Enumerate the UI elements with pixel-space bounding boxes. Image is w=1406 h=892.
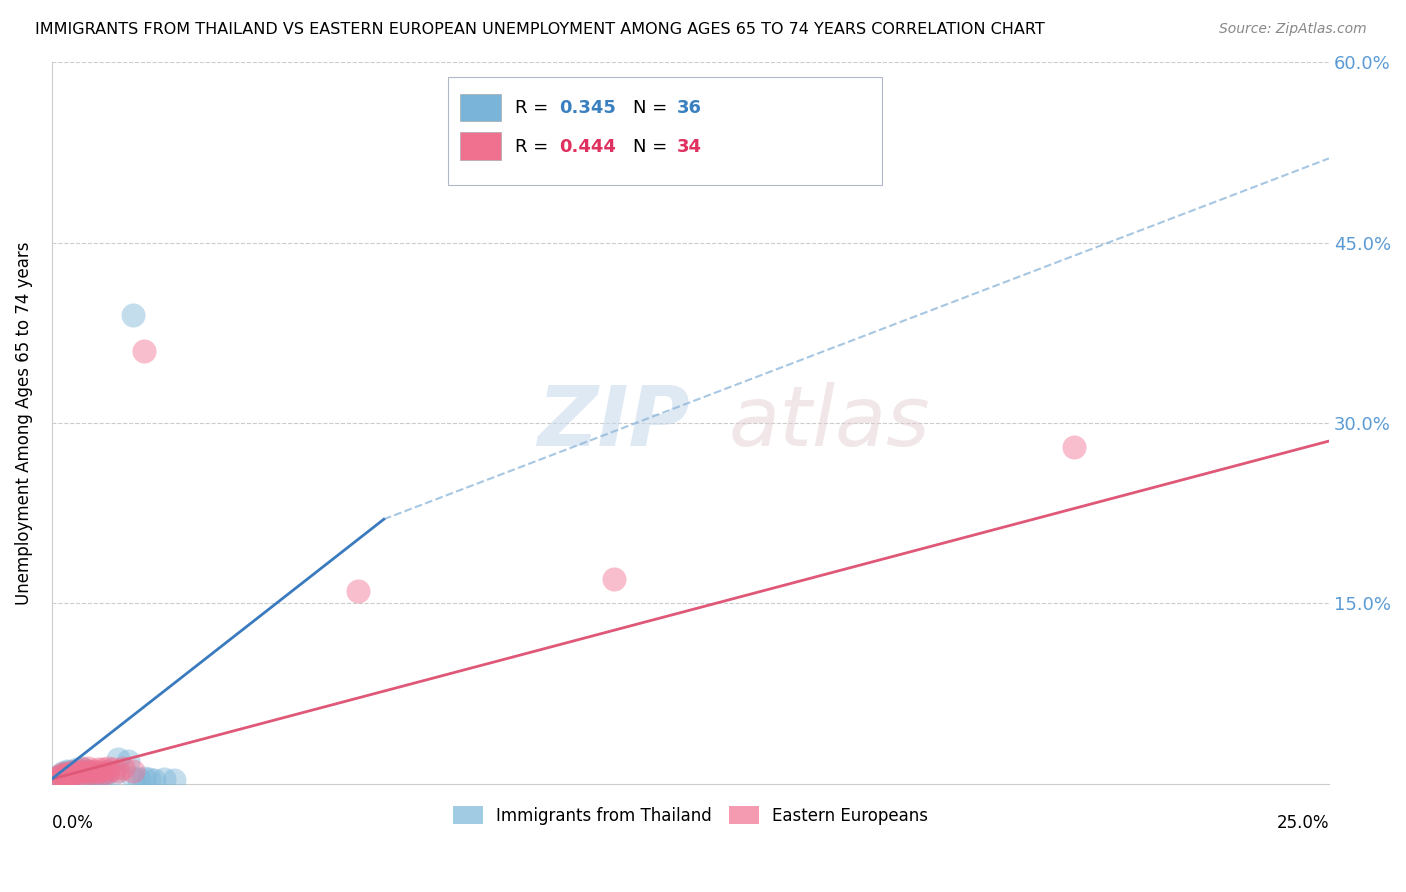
Point [138,772,160,786]
Point [132,771,155,785]
Point [72,761,94,775]
Point [82,764,104,778]
FancyBboxPatch shape [447,77,882,185]
Point [76,766,98,780]
Point [56,768,79,782]
Text: 25.0%: 25.0% [1277,814,1329,832]
Point [117,754,139,768]
Point [56,767,79,781]
Text: atlas: atlas [728,383,931,464]
Point [76,766,98,780]
Point [56,766,79,780]
Point [51,767,73,781]
Point [51,768,73,782]
Point [107,764,129,778]
Text: ZIP: ZIP [537,383,690,464]
Point [97,761,120,775]
Point [60,764,83,778]
Point [122,771,145,785]
Point [56,770,79,784]
Point [76,764,98,778]
Point [45,772,67,786]
Point [91,770,114,784]
Point [87,764,110,779]
Point [66,764,89,778]
Point [66,764,89,779]
Point [163,773,186,788]
Text: 0.444: 0.444 [558,137,616,155]
Point [66,768,89,782]
Point [56,770,79,784]
Point [60,766,83,780]
Point [87,768,110,782]
Point [60,768,83,782]
Point [112,761,135,775]
Point [91,763,114,777]
Legend: Immigrants from Thailand, Eastern Europeans: Immigrants from Thailand, Eastern Europe… [449,802,934,830]
Point [82,766,104,780]
Text: Source: ZipAtlas.com: Source: ZipAtlas.com [1219,22,1367,37]
Point [51,771,73,785]
Point [51,771,73,785]
Point [1063,440,1085,454]
Point [87,763,110,777]
Point [66,767,89,781]
Text: 0.0%: 0.0% [52,814,94,832]
Point [97,764,120,779]
Point [72,764,94,779]
Point [82,770,104,784]
Point [107,751,129,765]
FancyBboxPatch shape [461,94,502,121]
Point [142,773,165,788]
Text: 0.345: 0.345 [558,99,616,117]
Point [60,764,83,779]
Point [76,764,98,778]
Y-axis label: Unemployment Among Ages 65 to 74 years: Unemployment Among Ages 65 to 74 years [15,241,32,605]
Point [56,764,79,779]
Text: R =: R = [516,99,554,117]
Text: IMMIGRANTS FROM THAILAND VS EASTERN EUROPEAN UNEMPLOYMENT AMONG AGES 65 TO 74 YE: IMMIGRANTS FROM THAILAND VS EASTERN EURO… [35,22,1045,37]
Point [45,770,67,784]
Point [122,764,145,778]
Point [347,584,370,599]
Point [97,764,120,778]
Point [132,343,155,358]
Point [66,763,89,777]
Point [45,772,67,786]
Text: R =: R = [516,137,554,155]
Point [128,772,150,786]
Text: N =: N = [633,99,673,117]
Point [91,766,114,780]
FancyBboxPatch shape [461,132,502,160]
Point [51,768,73,782]
Point [76,761,98,775]
Point [101,763,124,777]
Point [122,308,145,322]
Text: 36: 36 [676,99,702,117]
Text: N =: N = [633,137,673,155]
Point [56,764,79,778]
Point [72,763,94,777]
Point [153,772,176,786]
Point [51,766,73,780]
Text: 34: 34 [676,137,702,155]
Point [45,770,67,784]
Point [72,764,94,779]
Point [91,766,114,780]
Point [101,767,124,781]
Point [603,573,626,587]
Point [82,767,104,781]
Point [60,767,83,781]
Point [66,766,89,780]
